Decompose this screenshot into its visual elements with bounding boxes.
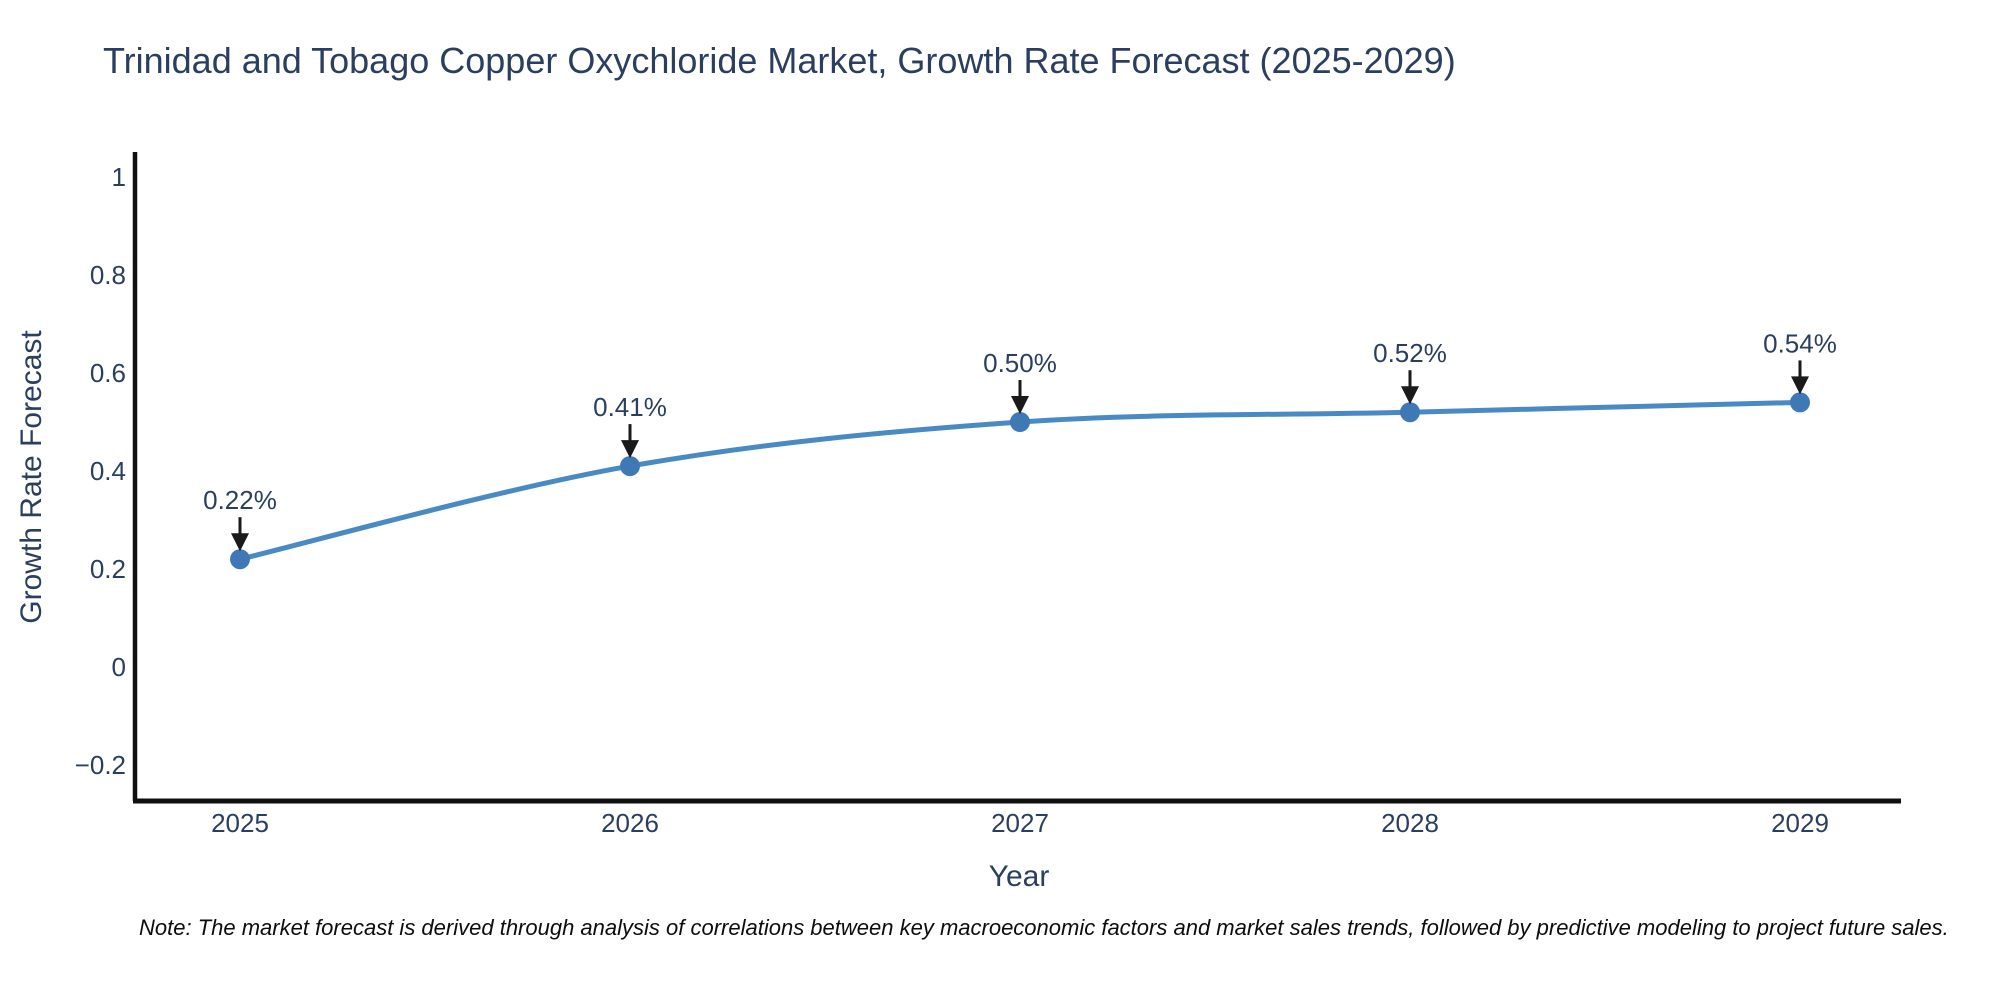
x-axis-title: Year: [988, 860, 1050, 893]
data-point-label: 0.22%: [203, 485, 277, 515]
x-tick-label: 2026: [601, 808, 659, 838]
data-point-marker: [1400, 402, 1420, 423]
annotation-arrowhead: [231, 533, 249, 552]
data-point-label: 0.54%: [1763, 328, 1837, 358]
y-tick-label: 0.4: [90, 456, 126, 486]
y-tick-label: 0.6: [90, 358, 126, 388]
forecast-methodology-note: Note: The market forecast is derived thr…: [139, 915, 1949, 940]
y-tick-label: −0.2: [75, 750, 126, 780]
y-tick-label: 1: [112, 162, 126, 192]
y-tick-label: 0: [112, 652, 126, 682]
data-point-label: 0.50%: [983, 348, 1057, 378]
data-point-marker: [1790, 392, 1810, 413]
annotation-arrowhead: [621, 440, 639, 459]
x-tick-label: 2027: [991, 808, 1049, 838]
data-point-marker: [620, 456, 640, 477]
x-tick-label: 2025: [211, 808, 269, 838]
y-tick-label: 0.2: [90, 554, 126, 584]
data-point-marker: [1010, 412, 1030, 432]
chart-title: Trinidad and Tobago Copper Oxychloride M…: [103, 40, 1456, 81]
data-point-marker: [230, 549, 250, 570]
data-point-label: 0.52%: [1373, 338, 1447, 368]
annotation-arrowhead: [1011, 396, 1029, 414]
annotation-arrowhead: [1791, 376, 1809, 395]
data-point-label: 0.41%: [593, 392, 667, 422]
y-tick-label: 0.8: [90, 260, 126, 290]
annotation-arrowhead: [1401, 386, 1419, 405]
x-tick-label: 2028: [1381, 808, 1439, 838]
x-tick-label: 2029: [1771, 808, 1829, 838]
